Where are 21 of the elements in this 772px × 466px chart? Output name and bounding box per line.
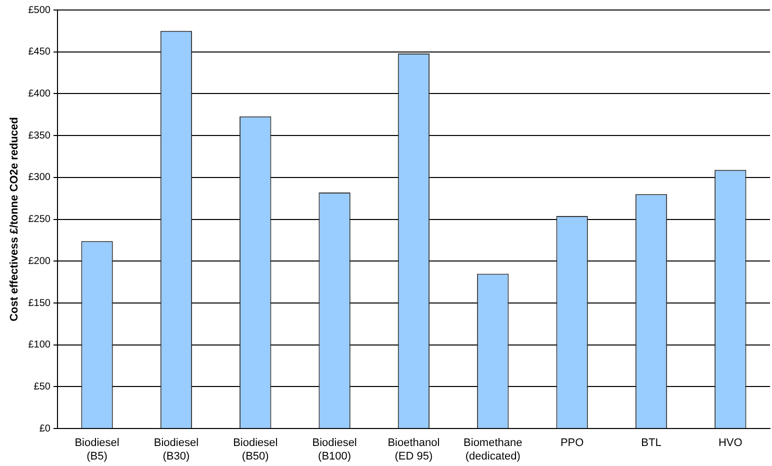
- y-tick-label: £350: [28, 130, 51, 142]
- x-tick-label: Bioethanol (ED 95): [388, 437, 440, 462]
- y-tick-label: £100: [28, 340, 51, 351]
- y-tick-label: £150: [28, 298, 51, 309]
- x-tick-label: Biodiesel (B100): [312, 437, 357, 462]
- y-axis-title: Cost effectivess £/tonne CO2e reduced: [8, 117, 21, 322]
- x-tick-label: HVO: [718, 437, 743, 450]
- x-tick-label: Biodiesel (B30): [154, 437, 199, 462]
- x-tick-label: Biomethane (dedicated): [464, 437, 522, 462]
- x-tick-label: Biodiesel (B5): [74, 437, 120, 462]
- y-tick-label: £200: [28, 256, 51, 267]
- y-tick-label: £500: [28, 4, 51, 16]
- y-tick-label: £50: [34, 381, 51, 392]
- y-tick-label: £250: [28, 214, 51, 226]
- x-tick-label: BTL: [641, 437, 662, 450]
- x-tick-label: PPO: [560, 437, 584, 450]
- y-tick-label: £0: [39, 423, 51, 434]
- y-tick-label: £400: [28, 88, 51, 100]
- y-tick-label: £450: [28, 46, 51, 58]
- x-tick-label: Biodiesel (B50): [233, 437, 278, 462]
- y-tick-label: £300: [28, 172, 51, 184]
